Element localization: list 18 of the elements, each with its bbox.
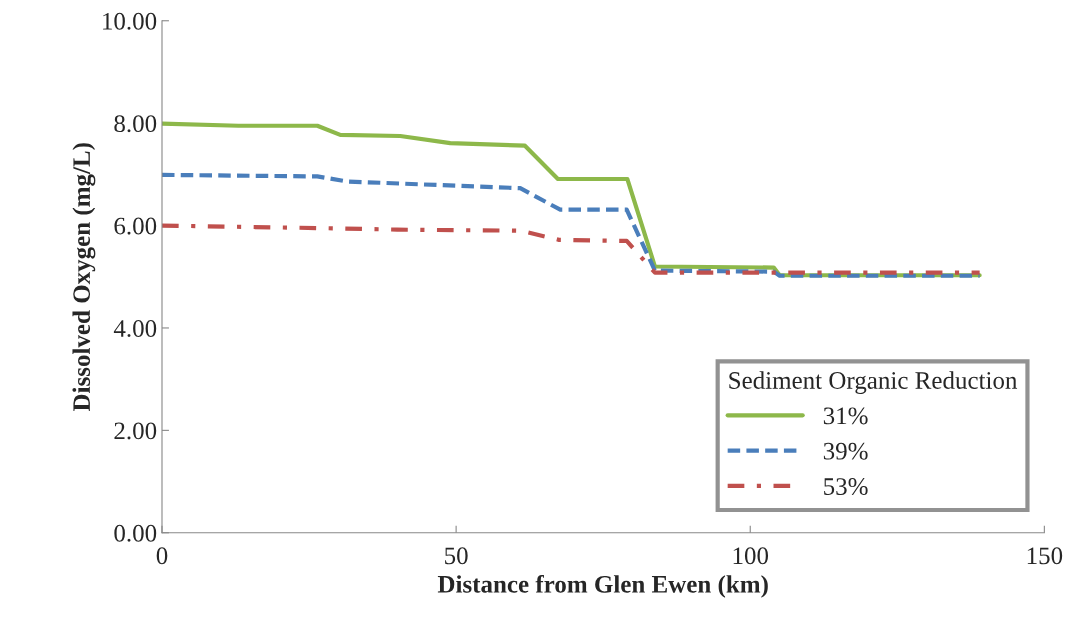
legend-label: 39% (823, 442, 868, 460)
y-tick-label: 8.00 (114, 115, 157, 133)
legend-label: 31% (823, 407, 868, 425)
y-tick-label: 4.00 (113, 320, 157, 337)
y-tick-label: 2.00 (114, 422, 157, 440)
line-series (162, 172, 982, 278)
line-series (162, 223, 982, 275)
x-axis-title: Distance from Glen Ewen (km) (437, 574, 768, 598)
x-tick-label: 100 (733, 547, 769, 565)
y-axis-title: Dissolved Oxygen (mg/L) (72, 143, 96, 412)
legend-label: 53% (824, 478, 868, 496)
x-tick-label: 0 (156, 547, 168, 565)
x-tick-label: 150 (1027, 547, 1063, 565)
y-tick-label: 0.00 (114, 524, 157, 542)
x-tick-label: 50 (445, 547, 468, 565)
y-tick-label: 10.00 (103, 12, 157, 30)
legend-title: Sediment Organic Reduction (729, 371, 1018, 395)
y-tick-label: 6.00 (114, 217, 157, 235)
